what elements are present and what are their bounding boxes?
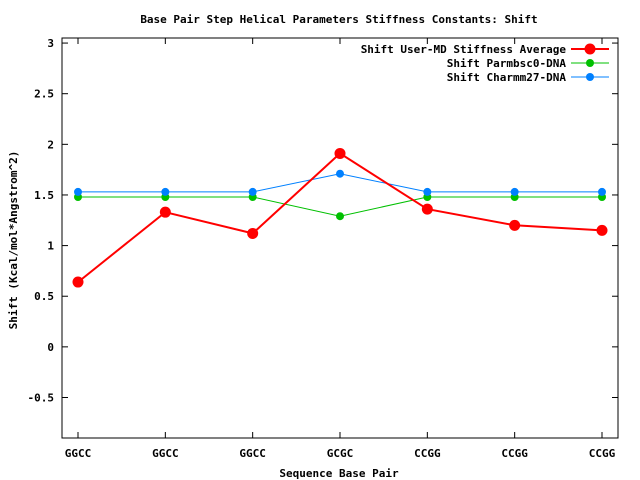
data-point bbox=[336, 169, 344, 178]
data-point bbox=[421, 203, 433, 215]
data-point bbox=[72, 276, 84, 288]
legend-swatch-marker bbox=[586, 73, 594, 81]
x-tick-label: CCGG bbox=[589, 447, 616, 460]
data-point bbox=[509, 219, 521, 231]
series-2 bbox=[74, 169, 606, 196]
y-tick-label: 1 bbox=[47, 240, 54, 253]
x-axis-label: Sequence Base Pair bbox=[279, 467, 399, 480]
series-0 bbox=[72, 147, 608, 288]
x-axis: GGCC GGCC GGCC GCGC CCGG CCGG CCGG bbox=[65, 38, 616, 460]
legend-label: Shift Charmm27-DNA bbox=[447, 71, 567, 84]
legend-label: Shift User-MD Stiffness Average bbox=[361, 43, 567, 56]
legend-swatch-marker bbox=[586, 59, 594, 67]
y-axis: -0.5 0 0.5 1 1.5 2 2.5 3 bbox=[28, 37, 618, 404]
x-tick-label: GCGC bbox=[327, 447, 354, 460]
data-point bbox=[334, 147, 346, 159]
y-tick-label: 0 bbox=[47, 341, 54, 354]
data-point bbox=[161, 187, 170, 196]
y-tick-label: 1.5 bbox=[34, 189, 54, 202]
data-point bbox=[247, 227, 259, 239]
x-tick-label: CCGG bbox=[501, 447, 528, 460]
data-point bbox=[596, 224, 608, 236]
y-tick-label: 2 bbox=[47, 138, 54, 151]
y-axis-label: Shift (Kcal/mol*Angstrom^2) bbox=[7, 151, 20, 330]
chart-title: Base Pair Step Helical Parameters Stiffn… bbox=[140, 13, 537, 26]
legend-swatch-marker bbox=[584, 43, 596, 55]
plot-frame bbox=[61, 37, 619, 439]
y-tick-label: 2.5 bbox=[34, 88, 54, 101]
y-tick-label: -0.5 bbox=[28, 391, 55, 404]
data-point bbox=[423, 187, 432, 196]
x-tick-label: GGCC bbox=[152, 447, 179, 460]
series-1 bbox=[74, 192, 606, 221]
data-point bbox=[510, 187, 519, 196]
data-point bbox=[74, 187, 82, 196]
y-tick-label: 0.5 bbox=[34, 290, 54, 303]
x-tick-label: GGCC bbox=[239, 447, 266, 460]
y-tick-label: 3 bbox=[47, 37, 54, 50]
series-layer bbox=[72, 147, 608, 288]
x-tick-label: CCGG bbox=[414, 447, 441, 460]
legend-label: Shift Parmbsc0-DNA bbox=[447, 57, 567, 70]
x-tick-label: GGCC bbox=[65, 447, 92, 460]
data-point bbox=[159, 206, 171, 218]
data-point bbox=[336, 212, 344, 221]
data-point bbox=[598, 187, 606, 196]
data-point bbox=[248, 187, 257, 196]
